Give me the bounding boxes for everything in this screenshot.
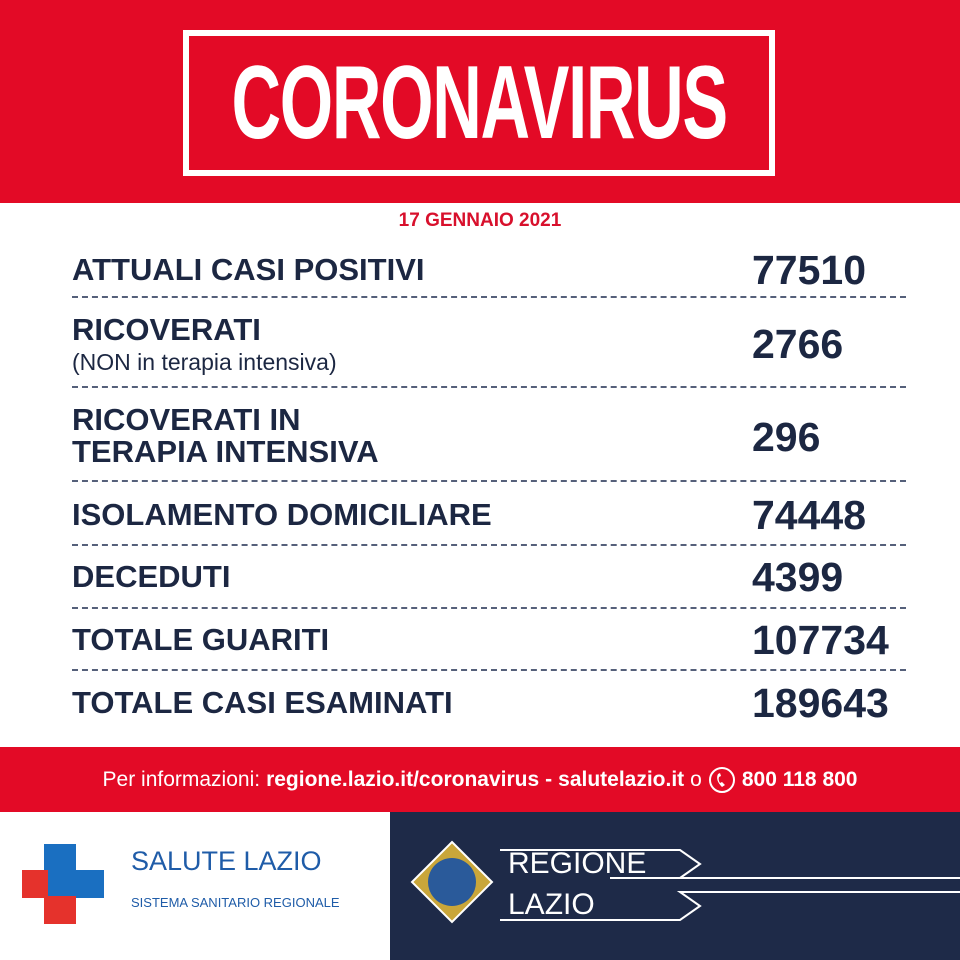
row-label: RICOVERATI IN <box>72 402 301 437</box>
date: 17 GENNAIO 2021 <box>398 210 562 231</box>
divider <box>72 607 906 609</box>
row-label: ISOLAMENTO DOMICILIARE <box>72 497 492 532</box>
row-value: 296 <box>752 414 821 460</box>
row-value: 107734 <box>752 617 889 663</box>
row-value: 4399 <box>752 554 844 600</box>
row-label: DECEDUTI <box>72 559 231 594</box>
right-logo-line: REGIONE <box>508 847 647 880</box>
info-bar: Per informazioni: regione.lazio.it/coron… <box>0 747 960 812</box>
right-logo-line: LAZIO <box>508 888 595 921</box>
info-intro: Per informazioni: <box>102 767 261 791</box>
left-logo-title: SALUTE LAZIO <box>131 846 322 876</box>
info-or: o <box>690 767 702 791</box>
divider <box>72 544 906 546</box>
title-frame <box>183 30 775 176</box>
divider <box>72 386 906 388</box>
divider <box>72 480 906 482</box>
row-label: TOTALE CASI ESAMINATI <box>72 685 453 720</box>
info-link[interactable]: salutelazio.it <box>558 767 685 791</box>
divider <box>72 296 906 298</box>
row-value: 74448 <box>752 492 867 538</box>
row-label: RICOVERATI <box>72 312 261 347</box>
row-value: 77510 <box>752 247 867 293</box>
divider <box>72 669 906 671</box>
row-label: TERAPIA INTENSIVA <box>72 434 379 469</box>
title-wrap: CORONAVIRUS <box>183 36 775 170</box>
row-value: 2766 <box>752 321 844 367</box>
title: CORONAVIRUS <box>231 44 728 161</box>
row-value: 189643 <box>752 680 889 726</box>
left-logo-subtitle: SISTEMA SANITARIO REGIONALE <box>131 895 340 910</box>
logos <box>22 840 960 924</box>
phone-icon <box>708 766 735 793</box>
row-label: ATTUALI CASI POSITIVI <box>72 252 425 287</box>
row-label: TOTALE GUARITI <box>72 622 330 657</box>
info-link[interactable]: regione.lazio.it/coronavirus <box>266 767 540 791</box>
info-separator: - <box>545 767 553 791</box>
info-phone[interactable]: 800 118 800 <box>741 767 858 791</box>
row-note: (NON in terapia intensiva) <box>72 349 337 375</box>
